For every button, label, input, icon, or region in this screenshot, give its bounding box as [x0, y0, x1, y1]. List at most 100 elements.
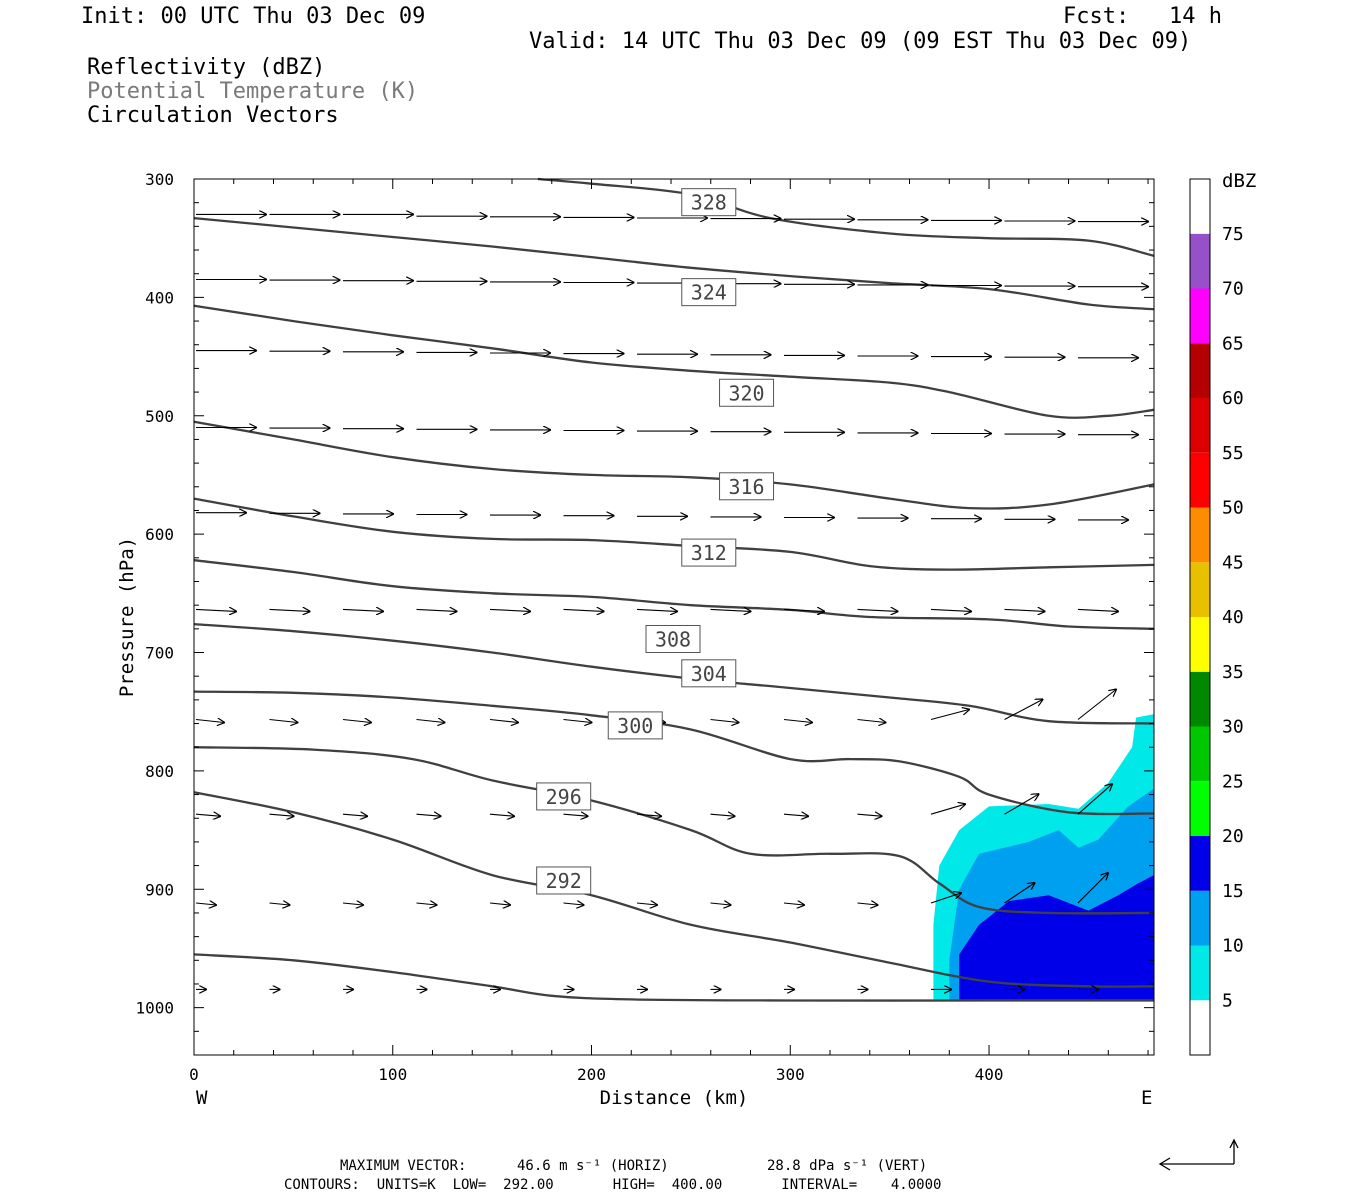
west-label: W [196, 1087, 208, 1109]
colorbar-label-50: 50 [1222, 498, 1244, 519]
theta-label-316: 316 [728, 475, 764, 499]
circulation-vector [1077, 690, 1116, 720]
theta-label-292: 292 [546, 869, 582, 893]
circulation-vector [489, 814, 514, 816]
circulation-vector [857, 609, 898, 611]
colorbar-segment [1190, 836, 1210, 891]
circulation-vector [195, 903, 216, 905]
colorbar-segment [1190, 452, 1210, 508]
colorbar: 5 10 15 20 25 30 35 40 45 50 55 60 65 70 75 [1189, 178, 1244, 1056]
theta-label-box-304 [681, 659, 737, 688]
circulation-vector [783, 720, 812, 723]
colorbar-label-5: 5 [1222, 990, 1233, 1011]
theta-contours [193, 177, 1155, 1002]
y-tick-label-600: 600 [145, 525, 174, 544]
circulation-vector [269, 720, 298, 723]
y-tick-label-900: 900 [145, 880, 174, 899]
init-time: Init: 00 UTC Thu 03 Dec 09 [81, 4, 426, 29]
y-tick-label-500: 500 [145, 407, 174, 426]
circulation-vector [1077, 784, 1112, 815]
theta-label-box-292 [536, 866, 592, 895]
field-circulation-vectors: Circulation Vectors [87, 103, 339, 128]
theta-label-328: 328 [691, 191, 727, 215]
colorbar-label-75: 75 [1222, 224, 1244, 245]
theta-label-box-324 [681, 278, 737, 307]
colorbar-label-70: 70 [1222, 279, 1244, 300]
theta-contour-296 [193, 791, 1155, 988]
theta-contour-304 [193, 690, 1155, 816]
field-potential-temperature: Potential Temperature (K) [87, 79, 419, 104]
circulation-vector [195, 609, 236, 611]
valid-time: Valid: 14 UTC Thu 03 Dec 09 (09 EST Thu … [529, 29, 1192, 54]
colorbar-frame [1189, 178, 1211, 1056]
colorbar-segment [1190, 288, 1210, 344]
theta-label-308: 308 [655, 627, 691, 651]
circulation-vector [1077, 609, 1118, 611]
theta-contour-312 [193, 559, 1155, 630]
circulation-vectors [195, 214, 1148, 989]
circulation-vector [416, 903, 437, 905]
colorbar-label-65: 65 [1222, 333, 1244, 354]
x-tick-label-300: 300 [776, 1065, 805, 1084]
x-tick-label-100: 100 [378, 1065, 407, 1084]
circulation-vector [269, 814, 294, 816]
circulation-vector [416, 720, 445, 723]
circulation-vector [563, 814, 588, 816]
circulation-vector [930, 609, 971, 611]
x-axis-label: Distance (km) [600, 1087, 749, 1109]
reflectivity-fills [933, 714, 1154, 1000]
circulation-vector [1004, 794, 1039, 815]
theta-label-320: 320 [728, 381, 764, 405]
circulation-vector [930, 893, 961, 904]
theta-label-box-312 [681, 538, 737, 567]
theta-contour-324 [193, 304, 1155, 419]
colorbar-segment [1190, 945, 1210, 1001]
colorbar-title: dBZ [1222, 170, 1256, 192]
circulation-vector [489, 720, 518, 723]
circulation-vector [269, 903, 290, 905]
colorbar-label-15: 15 [1222, 881, 1244, 902]
circulation-vector [269, 609, 310, 611]
y-tick-label-800: 800 [145, 762, 174, 781]
theta-contour-328 [193, 216, 1155, 311]
circulation-vector [636, 814, 661, 816]
x-tick-label-200: 200 [577, 1065, 606, 1084]
circulation-vector [930, 804, 965, 815]
plot-frame [193, 178, 1155, 1056]
colorbar-segment [1190, 890, 1210, 946]
circulation-vector [783, 609, 824, 611]
circulation-vector [710, 903, 731, 905]
circulation-vector [416, 814, 441, 816]
colorbar-below-5 [1190, 1000, 1210, 1055]
theta-label-312: 312 [691, 541, 727, 565]
theta-label-box-328 [681, 188, 737, 217]
theta-contour-332 [537, 177, 1155, 258]
x-tick-label-0: 0 [189, 1065, 199, 1084]
theta-label-box-316 [719, 472, 775, 501]
max-vector-horiz: 46.6 m s⁻¹ (HORIZ) [517, 1158, 669, 1174]
circulation-vector [710, 609, 751, 611]
theta-label-box-308 [645, 624, 701, 653]
colorbar-label-10: 10 [1222, 936, 1244, 957]
colorbar-label-55: 55 [1222, 443, 1244, 464]
circulation-vector [195, 720, 224, 723]
colorbar-label-20: 20 [1222, 826, 1244, 847]
y-tick-label-700: 700 [145, 644, 174, 663]
theta-label-304: 304 [691, 662, 727, 686]
x-tick-label-400: 400 [975, 1065, 1004, 1084]
circulation-vector [416, 609, 457, 611]
circulation-vector [636, 903, 657, 905]
circulation-vector [857, 814, 882, 816]
circulation-vector [342, 720, 371, 723]
circulation-vector [636, 609, 677, 611]
colorbar-label-40: 40 [1222, 607, 1244, 628]
theta-label-300: 300 [617, 714, 653, 738]
theta-contour-300 [193, 746, 1155, 915]
theta-label-box-296 [536, 782, 592, 811]
colorbar-segment [1190, 726, 1210, 782]
circulation-vector [783, 814, 808, 816]
circulation-vector [342, 814, 367, 816]
theta-contour-320 [193, 420, 1155, 510]
